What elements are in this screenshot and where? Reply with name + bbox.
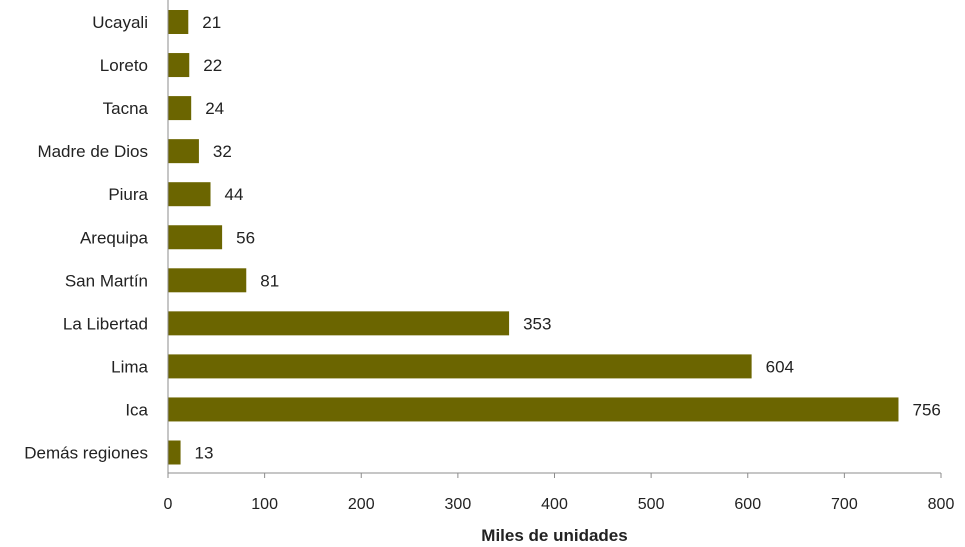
bar-ica	[168, 397, 899, 422]
x-tick-label: 100	[251, 496, 278, 513]
x-axis-ticks: 0 100 200 300 400 500 600 700 800	[164, 473, 955, 513]
x-tick-label: 0	[164, 496, 173, 513]
category-label: La Libertad	[63, 314, 148, 333]
x-axis-title: Miles de unidades	[481, 526, 627, 545]
category-label: Ica	[125, 400, 148, 419]
data-label: 353	[523, 314, 551, 333]
x-tick-label: 600	[734, 496, 761, 513]
category-label: Arequipa	[80, 228, 149, 247]
bar-madre-de-dios	[168, 139, 199, 164]
bar-loreto	[168, 53, 190, 78]
bar-piura	[168, 182, 211, 207]
data-label: 81	[260, 271, 279, 290]
category-label: Madre de Dios	[37, 142, 148, 161]
x-tick-label: 800	[928, 496, 955, 513]
data-label: 22	[203, 56, 222, 75]
category-label: Tacna	[103, 99, 149, 118]
data-label: 24	[205, 99, 224, 118]
data-label: 56	[236, 228, 255, 247]
category-label: Demás regiones	[24, 444, 148, 463]
x-tick-label: 300	[445, 496, 472, 513]
data-label: 604	[766, 357, 794, 376]
x-tick-label: 400	[541, 496, 568, 513]
x-tick-label: 200	[348, 496, 375, 513]
category-label: Lima	[111, 357, 148, 376]
data-label: 32	[213, 142, 232, 161]
bar-demás-regiones	[168, 440, 181, 465]
bar-san-martín	[168, 268, 247, 293]
x-tick-label: 700	[831, 496, 858, 513]
bar-arequipa	[168, 225, 223, 250]
category-label: Ucayali	[92, 13, 148, 32]
category-label: Piura	[108, 185, 148, 204]
data-label: 21	[202, 13, 221, 32]
data-label: 756	[912, 400, 940, 419]
category-label: Loreto	[100, 56, 148, 75]
category-labels: Ucayali Loreto Tacna Madre de Dios Piura Areq…	[24, 13, 148, 463]
bar-lima	[168, 354, 752, 379]
bar-la-libertad	[168, 311, 510, 336]
x-tick-label: 500	[638, 496, 665, 513]
bar-tacna	[168, 96, 192, 121]
data-labels: 21 22 24 32 44 56 81 353 604 756 13	[195, 13, 941, 463]
data-label: 13	[195, 444, 214, 463]
bars-group	[168, 10, 899, 465]
bar-ucayali	[168, 10, 189, 34]
category-label: San Martín	[65, 271, 148, 290]
data-label: 44	[225, 185, 244, 204]
